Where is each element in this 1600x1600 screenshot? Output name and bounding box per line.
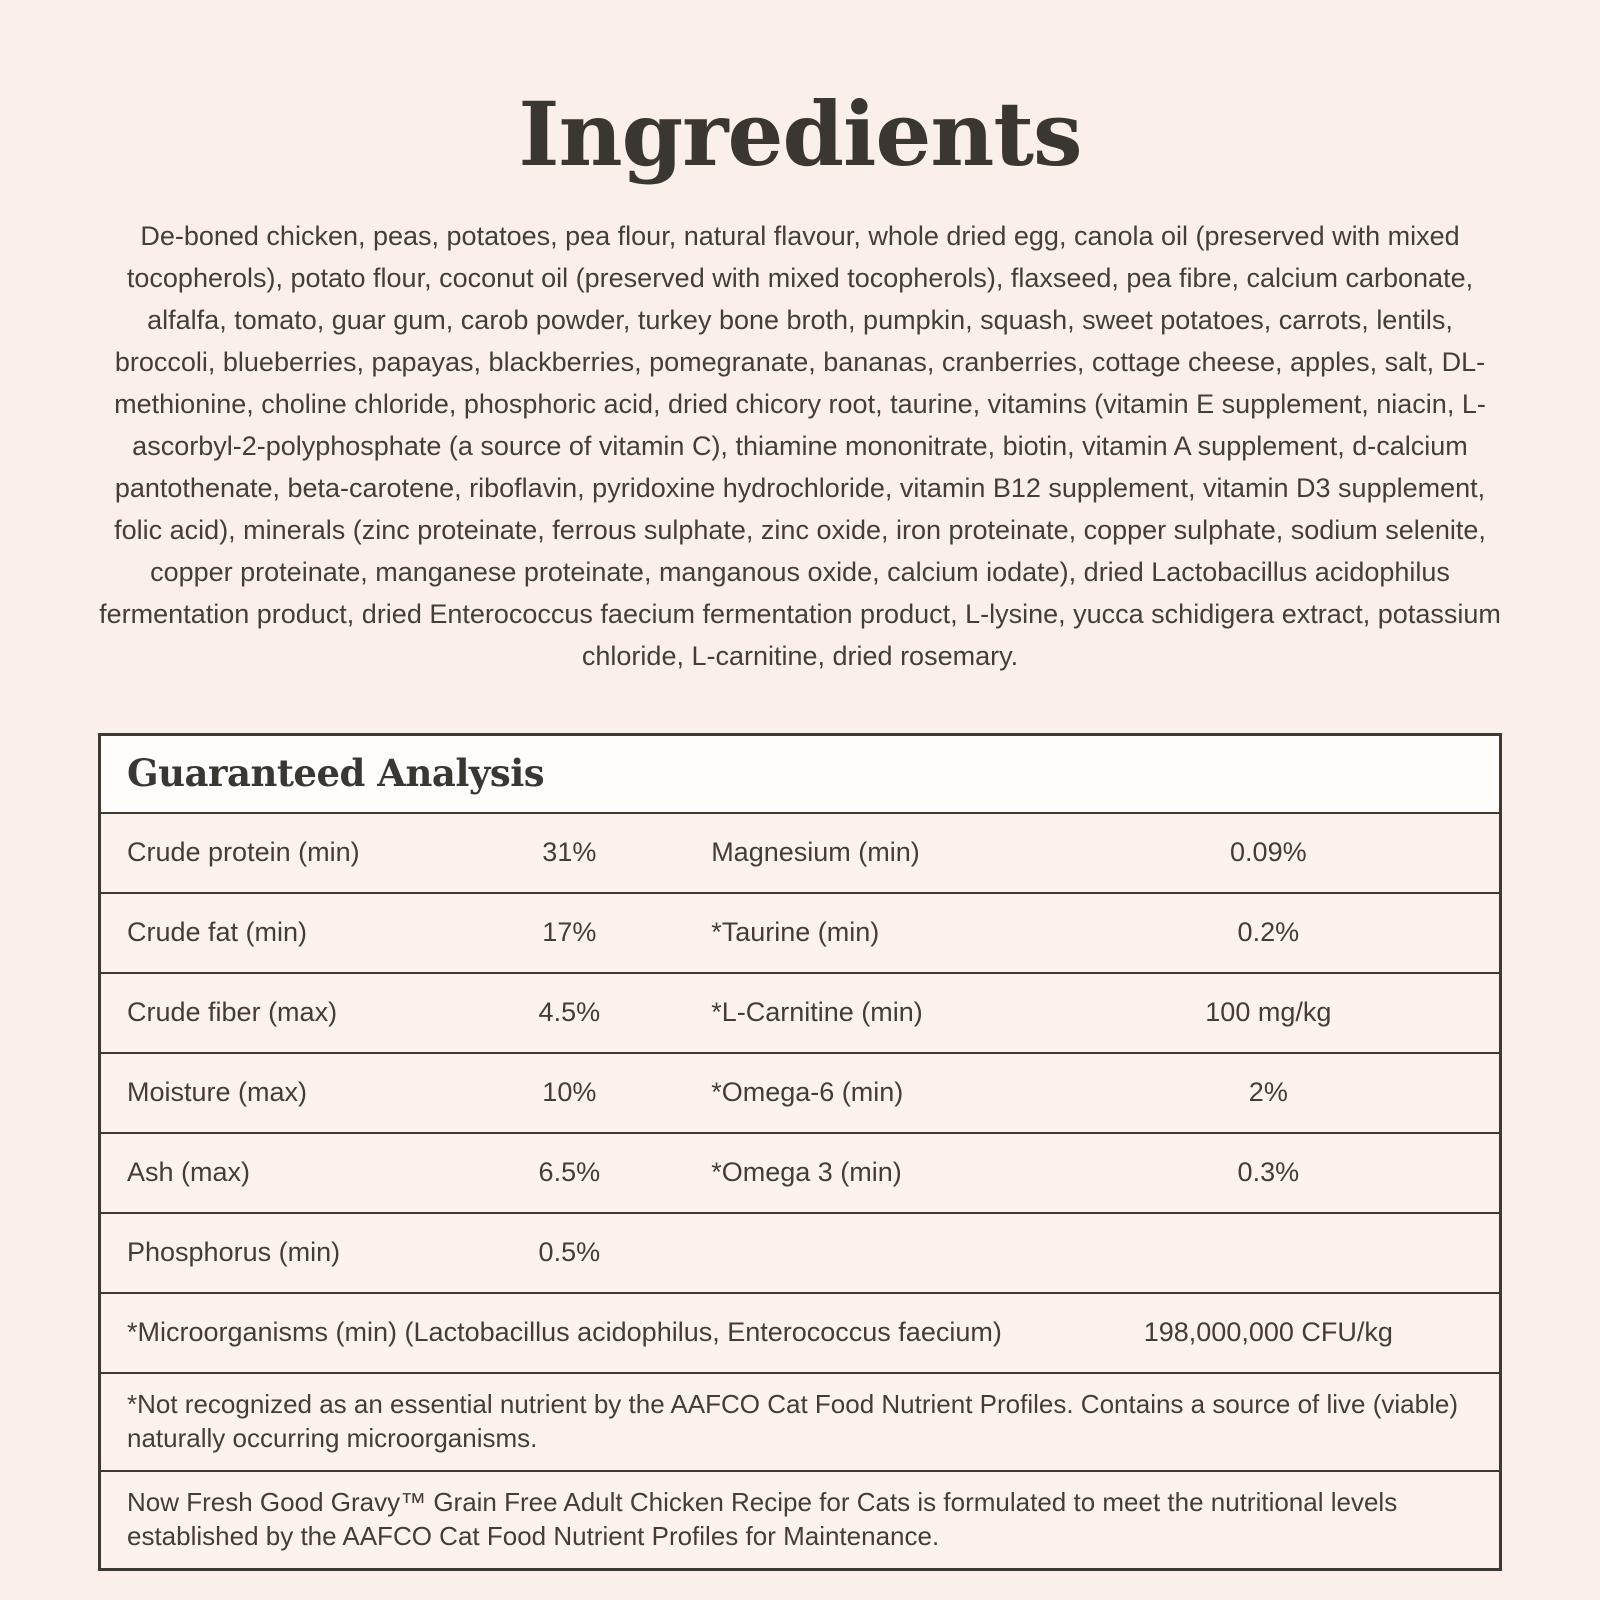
table-row: Crude protein (min) 31% Magnesium (min) … [101,814,1499,894]
nutrient-label: Magnesium (min) [711,837,920,868]
nutrient-label: Crude fat (min) [127,917,308,948]
microorganisms-row: *Microorganisms (min) (Lactobacillus aci… [101,1294,1499,1374]
nutrient-value: 0.3% [1237,1157,1300,1188]
nutrient-label: *Omega 3 (min) [711,1157,902,1188]
table-row: Crude fat (min) 17% *Taurine (min) 0.2% [101,894,1499,974]
ingredients-paragraph: De-boned chicken, peas, potatoes, pea fl… [99,220,1501,671]
guaranteed-analysis-header: Guaranteed Analysis [101,735,1499,814]
table-row: Moisture (max) 10% *Omega-6 (min) 2% [101,1054,1499,1134]
nutrient-label: Crude fiber (max) [127,997,338,1028]
formulation-statement: Now Fresh Good Gravy™ Grain Free Adult C… [127,1486,1398,1551]
microorganisms-label: *Microorganisms (min) (Lactobacillus aci… [127,1317,1002,1348]
nutrient-value: 2% [1248,1077,1288,1108]
nutrient-label: *L-Carnitine (min) [711,997,923,1028]
nutrient-label: Phosphorus (min) [127,1237,341,1268]
guaranteed-analysis-table: Guaranteed Analysis Crude protein (min) … [98,732,1502,1571]
page-title: Ingredients [518,82,1082,186]
nutrient-value: 0.2% [1237,917,1300,948]
nutrient-value: 0.5% [538,1237,601,1268]
guaranteed-analysis-title: Guaranteed Analysis [127,750,545,795]
table-row: Phosphorus (min) 0.5% [101,1214,1499,1294]
nutrient-value: 100 mg/kg [1205,997,1332,1028]
nutrient-label: *Omega-6 (min) [711,1077,904,1108]
nutrient-value: 0.09% [1230,837,1307,868]
nutrient-label: Moisture (max) [127,1077,308,1108]
microorganisms-value: 198,000,000 CFU/kg [1143,1317,1393,1348]
nutrient-label: *Taurine (min) [711,917,880,948]
nutrient-label: Crude protein (min) [127,837,360,868]
aafco-footnote: *Not recognized as an essential nutrient… [101,1374,1499,1472]
table-row: Ash (max) 6.5% *Omega 3 (min) 0.3% [101,1134,1499,1214]
nutrient-value: 10% [542,1077,597,1108]
nutrient-value: 4.5% [538,997,601,1028]
nutrient-value: 6.5% [538,1157,601,1188]
table-row: Crude fiber (max) 4.5% *L-Carnitine (min… [101,974,1499,1054]
nutrient-value: 31% [542,837,597,868]
nutrient-label: Ash (max) [127,1157,251,1188]
nutrient-value: 17% [542,917,597,948]
